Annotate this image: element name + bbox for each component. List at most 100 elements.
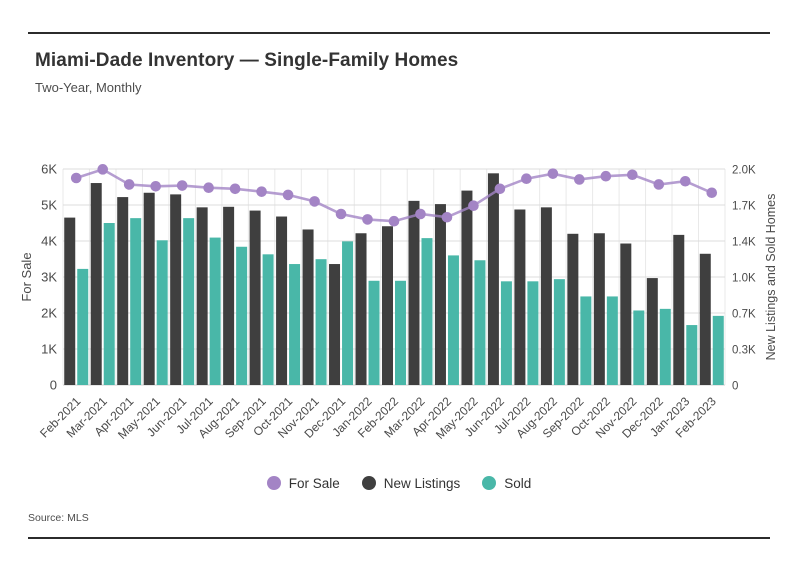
right-axis-tick-label: 0 — [732, 381, 738, 393]
bar-sold-Apr-2021 — [130, 218, 142, 385]
bar-sold-Mar-2021 — [103, 223, 115, 385]
bar-new-listings-Jun-2022 — [487, 173, 499, 385]
chart-subtitle: Two-Year, Monthly — [35, 80, 142, 95]
dot-for-sale-Jul-2021 — [203, 182, 214, 194]
left-axis-tick-label: 1K — [41, 342, 57, 357]
dot-for-sale-Mar-2021 — [97, 164, 109, 175]
bar-sold-Sep-2021 — [262, 254, 274, 385]
legend-label-sold: Sold — [504, 475, 532, 491]
dot-for-sale-Sep-2021 — [256, 186, 267, 197]
bottom-rule — [28, 537, 770, 539]
bar-sold-Dec-2022 — [659, 308, 671, 385]
legend-swatch-new-listings-icon — [361, 476, 376, 490]
dot-for-sale-Jan-2023 — [679, 175, 691, 187]
dot-for-sale-Oct-2022 — [600, 170, 612, 182]
bar-new-listings-Oct-2021 — [276, 216, 288, 385]
chart-area: 0 0 1K 0.3K 2K 0.7K 3K 1.0K 4K 1.4K 5K 1.7K 6K 2.0K Fo… — [0, 92, 798, 477]
right-axis-tick-label: 2.0K — [732, 165, 756, 177]
bar-new-listings-Aug-2021 — [223, 206, 235, 385]
dot-for-sale-Aug-2021 — [229, 183, 241, 195]
bar-sold-Aug-2022 — [553, 279, 565, 385]
source-note: Source: MLS — [28, 512, 89, 524]
left-axis-tick-label: 5K — [41, 198, 57, 213]
dot-for-sale-Feb-2021 — [70, 172, 82, 184]
left-axis-tick-label: 0 — [50, 378, 57, 393]
bar-sold-May-2021 — [156, 240, 168, 385]
bar-sold-Jul-2022 — [527, 281, 539, 385]
bar-new-listings-Jan-2022 — [355, 233, 367, 385]
legend-swatch-for-sale-icon — [266, 476, 281, 490]
bar-new-listings-Feb-2023 — [699, 253, 711, 385]
dot-for-sale-Apr-2021 — [123, 179, 135, 190]
legend-label-for-sale: For Sale — [288, 475, 340, 491]
dot-for-sale-May-2022 — [468, 200, 479, 212]
bar-new-listings-Jul-2022 — [514, 209, 526, 385]
bar-sold-May-2022 — [474, 260, 486, 385]
bar-sold-Jun-2021 — [183, 218, 195, 385]
dot-for-sale-Nov-2021 — [309, 196, 320, 207]
bar-new-listings-Nov-2022 — [620, 243, 632, 385]
right-axis-tick-label: 1.4K — [732, 237, 756, 249]
dot-for-sale-Apr-2022 — [441, 211, 453, 223]
bar-new-listings-May-2022 — [461, 190, 473, 385]
bar-sold-Nov-2022 — [633, 310, 645, 385]
bar-new-listings-Nov-2021 — [302, 229, 314, 385]
bar-new-listings-Sep-2021 — [249, 210, 261, 385]
dot-for-sale-May-2021 — [150, 180, 161, 192]
legend-item-for-sale[interactable]: For Sale — [266, 475, 340, 491]
left-axis-title: For Sale — [19, 252, 34, 301]
bar-sold-Jan-2022 — [368, 280, 380, 385]
left-axis-tick-label: 4K — [41, 234, 57, 249]
bar-new-listings-Dec-2021 — [329, 264, 341, 385]
left-axis-tick-label: 6K — [41, 162, 57, 177]
bar-new-listings-Mar-2022 — [408, 200, 420, 385]
bar-new-listings-Dec-2022 — [646, 278, 658, 385]
chart-title: Miami-Dade Inventory — Single-Family Hom… — [35, 50, 459, 71]
bar-sold-Oct-2021 — [289, 264, 301, 385]
bar-sold-Sep-2022 — [580, 296, 592, 385]
right-axis-title: New Listings and Sold Homes — [764, 194, 778, 361]
dot-for-sale-Oct-2021 — [282, 189, 294, 201]
bar-new-listings-Apr-2021 — [117, 197, 129, 385]
bar-new-listings-Feb-2022 — [382, 226, 393, 385]
dot-for-sale-Aug-2022 — [547, 168, 559, 179]
bar-sold-Nov-2021 — [315, 259, 327, 385]
legend: For Sale New Listings Sold — [0, 470, 798, 496]
right-axis-tick-label: 0.3K — [732, 345, 756, 357]
dot-for-sale-Feb-2022 — [388, 215, 400, 227]
dot-for-sale-Sep-2022 — [574, 174, 585, 185]
legend-swatch-sold-icon — [482, 476, 497, 490]
bar-sold-Oct-2022 — [606, 296, 618, 385]
dot-for-sale-Dec-2022 — [653, 179, 665, 190]
bar-new-listings-Aug-2022 — [540, 207, 552, 385]
bar-sold-Feb-2023 — [712, 315, 724, 385]
bar-sold-Feb-2022 — [395, 280, 406, 385]
bar-sold-Aug-2021 — [236, 246, 248, 385]
right-axis-tick-label: 1.0K — [732, 273, 756, 285]
dot-for-sale-Mar-2022 — [415, 208, 426, 220]
dot-for-sale-Jun-2021 — [176, 180, 188, 191]
right-axis-tick-label: 0.7K — [732, 309, 756, 321]
bar-new-listings-Sep-2022 — [567, 233, 579, 385]
legend-item-sold[interactable]: Sold — [482, 476, 531, 491]
legend-item-new-listings[interactable]: New Listings — [361, 475, 461, 491]
chart-svg: 0 0 1K 0.3K 2K 0.7K 3K 1.0K 4K 1.4K 5K 1.7K 6K 2.0K Fo… — [19, 162, 778, 442]
bar-sold-Apr-2022 — [447, 255, 459, 385]
dot-for-sale-Nov-2022 — [627, 169, 638, 181]
right-axis-tick-label: 1.7K — [732, 201, 756, 213]
bar-sold-Jan-2023 — [686, 325, 698, 385]
bar-sold-Feb-2021 — [77, 268, 89, 385]
bar-new-listings-Apr-2022 — [434, 204, 446, 385]
dot-for-sale-Dec-2021 — [335, 208, 347, 220]
top-rule — [28, 32, 770, 34]
bar-sold-Mar-2022 — [421, 238, 433, 385]
dot-for-sale-Jul-2022 — [521, 173, 532, 185]
dot-for-sale-Jan-2022 — [362, 214, 373, 225]
bar-new-listings-Jul-2021 — [196, 207, 208, 385]
bar-new-listings-Feb-2021 — [64, 217, 76, 385]
left-axis-tick-label: 3K — [41, 270, 57, 285]
dot-for-sale-Feb-2023 — [706, 187, 718, 199]
legend-label-new-listings: New Listings — [383, 475, 461, 491]
bar-new-listings-Jan-2023 — [673, 234, 685, 385]
left-axis-tick-label: 2K — [41, 306, 57, 321]
